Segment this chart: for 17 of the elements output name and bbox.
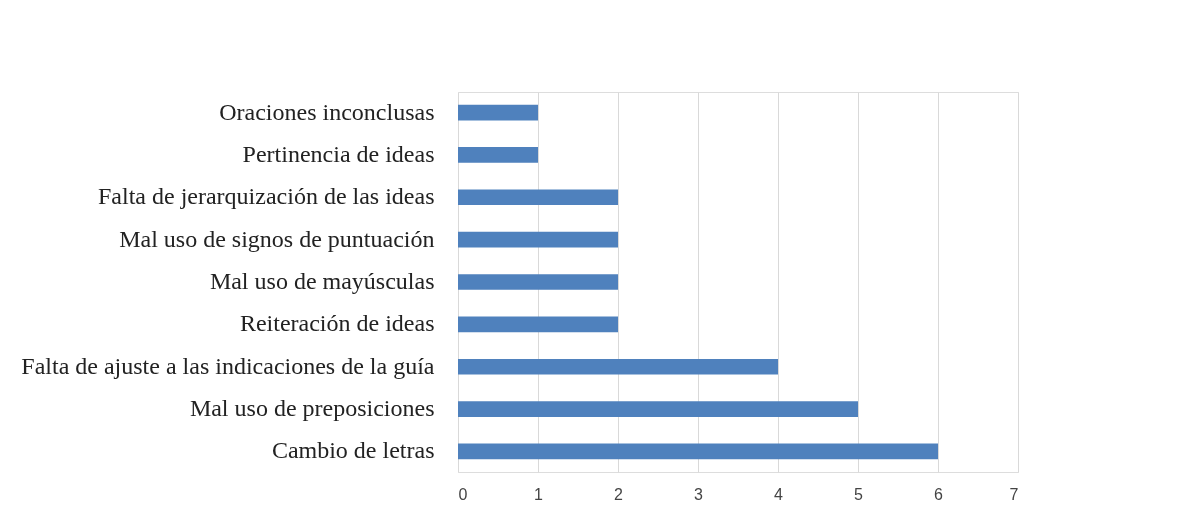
y-tick-label: Falta de jerarquización de las ideas — [97, 183, 435, 210]
y-tick-label: Mal uso de preposiciones — [189, 395, 435, 422]
x-tick-label: 3 — [694, 485, 704, 503]
x-tick-label: 0 — [458, 485, 468, 503]
x-tick-label: 4 — [774, 485, 784, 503]
x-tick-label: 7 — [1009, 485, 1019, 503]
y-tick-label: Reiteración de ideas — [239, 310, 435, 337]
y-tick-label: Oraciones inconclusas — [219, 98, 435, 125]
x-tick-label: 5 — [854, 485, 864, 503]
y-tick-label: Falta de ajuste a las indicaciones de la guía — [21, 352, 435, 379]
x-tick-label: 6 — [934, 485, 944, 503]
x-tick-label: 2 — [614, 485, 624, 503]
y-tick-label: Mal uso de mayúsculas — [209, 268, 435, 294]
x-tick-label: 1 — [534, 485, 544, 503]
y-tick-label: Cambio de letras — [271, 437, 435, 464]
y-tick-label: Mal uso de signos de puntuación — [119, 225, 435, 252]
y-tick-label: Pertinencia de ideas — [242, 140, 435, 167]
